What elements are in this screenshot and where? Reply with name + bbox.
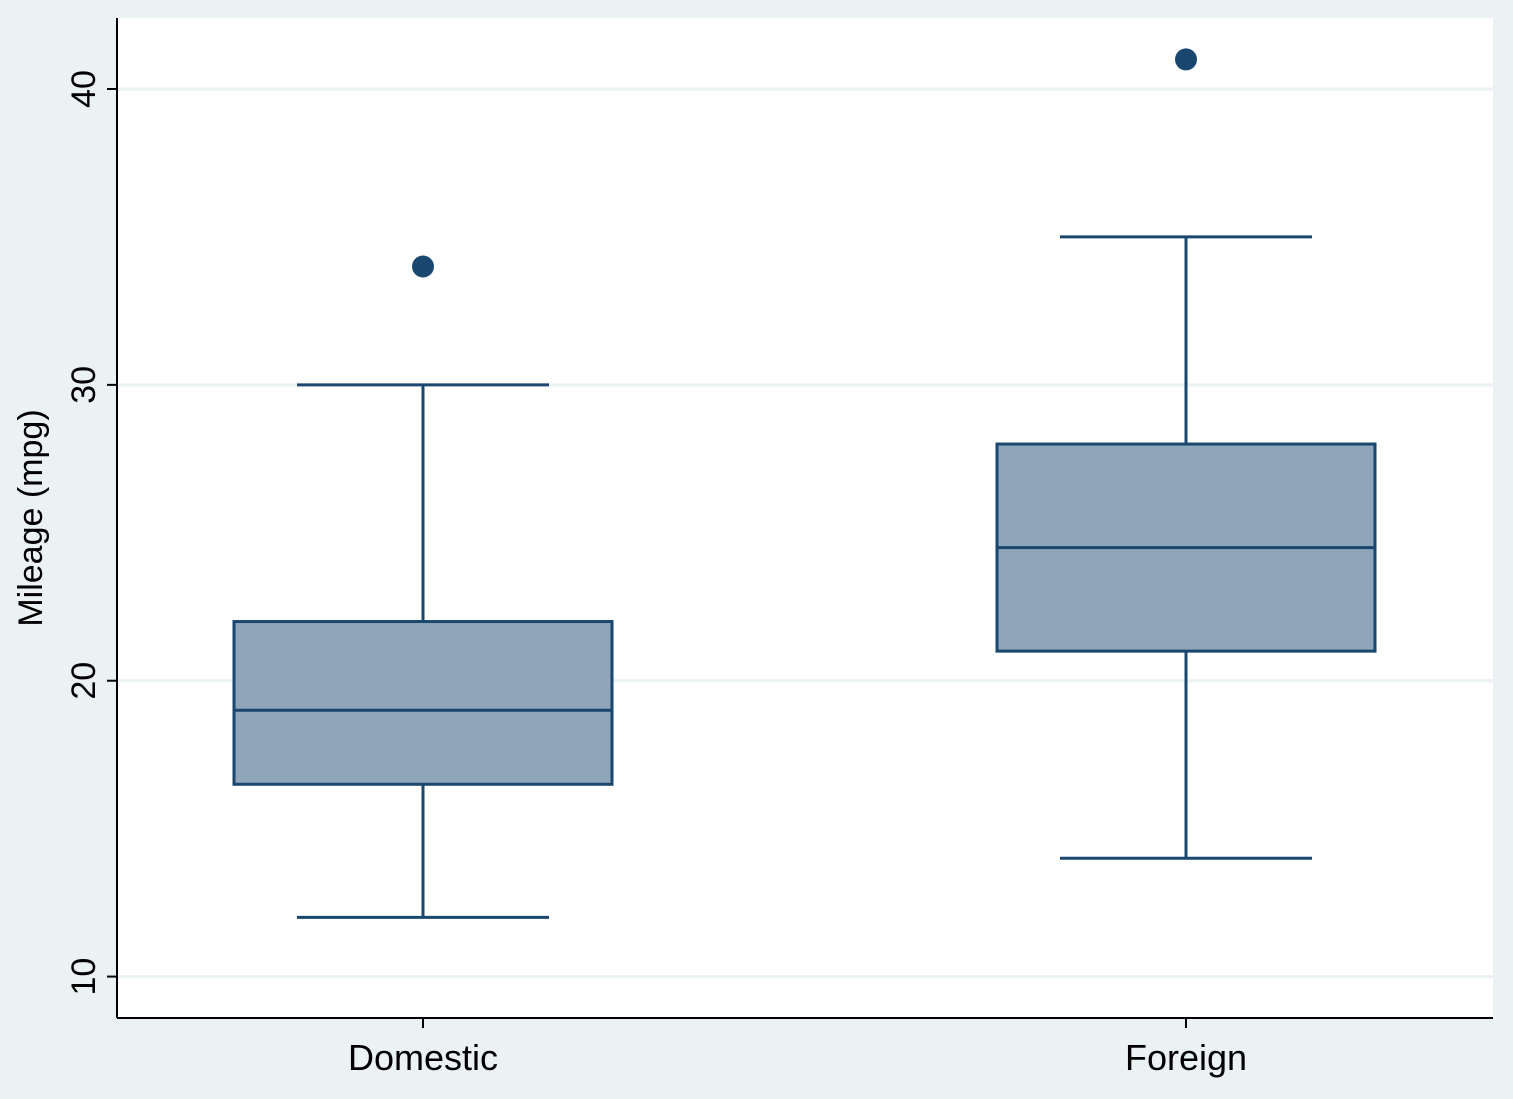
boxes: [232, 48, 1377, 919]
x-category-labels: Domestic Foreign: [348, 1018, 1247, 1078]
x-category-label-foreign: Foreign: [1125, 1037, 1247, 1078]
x-category-label-domestic: Domestic: [348, 1037, 498, 1078]
y-tick-label-30: 30: [65, 366, 103, 404]
y-tick-label-10: 10: [65, 958, 103, 996]
y-tick-label-40: 40: [65, 70, 103, 108]
box-domestic: [232, 255, 614, 919]
outlier-point: [1175, 48, 1197, 71]
box-foreign: [995, 48, 1377, 860]
outlier-point: [412, 255, 434, 278]
y-axis-title: Mileage (mpg): [12, 409, 50, 626]
y-tick-label-20: 20: [65, 662, 103, 700]
y-ticks: 10 20 30 40: [65, 70, 117, 995]
iqr-box: [232, 620, 614, 786]
